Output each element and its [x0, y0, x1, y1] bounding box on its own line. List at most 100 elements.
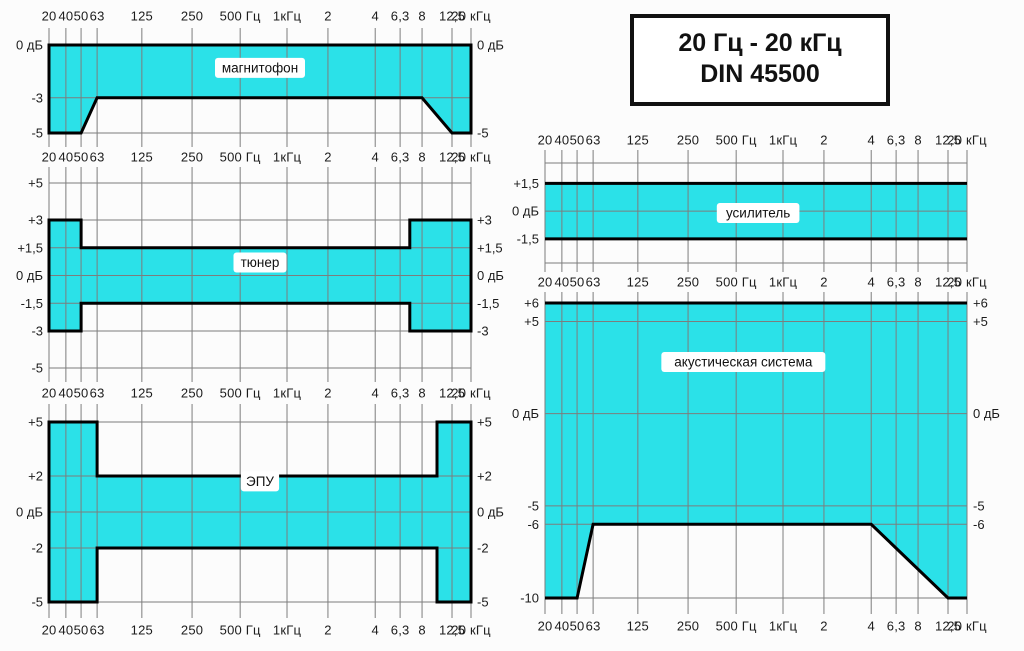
freq-tick-label: 500 Гц [715, 618, 757, 634]
db-tick-label-left: +5 [524, 314, 539, 329]
freq-tick-label: 8 [914, 274, 922, 290]
freq-tick-label: 4 [867, 274, 875, 290]
db-tick-label-left: +5 [28, 415, 43, 430]
freq-tick-label: 500 Гц [715, 132, 757, 148]
freq-axis-row-bottom-right: 20 40 50 63 125 250 500 Гц 1кГц 2 4 6,3 8 12,5 20 кГц [508, 614, 1018, 638]
chart-caption-box [661, 352, 826, 372]
freq-tick-label: 63 [585, 618, 601, 634]
db-tick-label-right: -2 [477, 541, 489, 556]
db-tick-label-left: -5 [31, 361, 43, 376]
db-tick-label-right: -5 [477, 126, 489, 141]
db-tick-label-right: +5 [477, 415, 492, 430]
freq-tick-label: 8 [418, 622, 426, 638]
chart-tape-recorder: 0 дБ -3 -5 0 дБ -5 магнитофон [16, 28, 504, 147]
freq-tick-label: 20 [41, 385, 57, 401]
freq-tick-label: 63 [89, 8, 105, 24]
db-tick-label-right: +3 [477, 213, 492, 228]
db-tick-label-left: -1,5 [21, 296, 43, 311]
freq-tick-label: 250 [180, 385, 204, 401]
freq-tick-label: 20 кГц [451, 8, 491, 24]
db-tick-label-right: +5 [973, 314, 988, 329]
chart-caption: усилитель [726, 206, 790, 221]
freq-tick-label: 2 [820, 132, 828, 148]
tolerance-band-fill [49, 45, 471, 133]
freq-tick-label: 250 [676, 274, 700, 290]
freq-tick-label: 1кГц [272, 8, 302, 24]
freq-tick-label: 40 [58, 622, 74, 638]
tolerance-band-outline [47, 43, 473, 135]
db-tick-label-left: +5 [28, 176, 43, 191]
freq-tick-label: 20 [41, 622, 57, 638]
freq-tick-label: 20 кГц [451, 385, 491, 401]
db-tick-label-left: -6 [527, 517, 539, 532]
title-standard-name: DIN 45500 [700, 60, 820, 88]
freq-tick-label: 8 [914, 618, 922, 634]
freq-axis-row-shared-1: 20 40 50 63 125 250 500 Гц 1кГц 2 4 6,3 8 12,5 20 кГц [3, 147, 513, 167]
freq-tick-label: 50 [73, 8, 89, 24]
freq-tick-label: 2 [820, 618, 828, 634]
freq-tick-label: 2 [820, 274, 828, 290]
db-tick-label-left: -5 [31, 126, 43, 141]
freq-tick-label: 2 [324, 385, 332, 401]
freq-tick-label: 50 [73, 149, 89, 165]
freq-tick-label: 20 кГц [451, 622, 491, 638]
freq-tick-label: 500 Гц [219, 622, 261, 638]
freq-tick-label: 250 [676, 132, 700, 148]
tolerance-band-outline [47, 218, 473, 333]
freq-tick-label: 2 [324, 8, 332, 24]
freq-tick-label: 8 [418, 149, 426, 165]
db-tick-label-left: -1,5 [517, 231, 539, 246]
freq-tick-label: 63 [585, 274, 601, 290]
freq-tick-label: 40 [58, 8, 74, 24]
db-tick-label-right: +6 [973, 296, 988, 311]
freq-tick-label: 1кГц [768, 132, 798, 148]
left-chart-column: 20 40 50 63 125 250 500 Гц 1кГц 2 4 6,3 8 12,5 20 кГц… [3, 4, 513, 642]
freq-tick-label: 125 [626, 274, 649, 290]
tolerance-band-outline [545, 522, 967, 600]
freq-tick-label: 6,3 [390, 149, 410, 165]
freq-tick-label: 125 [130, 149, 153, 165]
freq-tick-label: 2 [324, 622, 332, 638]
db-tick-label-right: -5 [477, 595, 489, 610]
freq-tick-label: 6,3 [390, 8, 410, 24]
freq-tick-label: 40 [554, 132, 570, 148]
chart-caption: тюнер [241, 255, 280, 270]
db-tick-label-left: 0 дБ [16, 38, 43, 53]
freq-tick-label: 125 [130, 622, 153, 638]
chart-amplifier: +1,5 0 дБ -1,5 усилитель [512, 150, 968, 272]
freq-tick-label: 500 Гц [219, 8, 261, 24]
freq-tick-label: 125 [130, 8, 153, 24]
db-tick-label-left: 0 дБ [512, 406, 539, 421]
db-tick-label-left: +1,5 [513, 176, 539, 191]
right-chart-column: 20 Гц - 20 кГц DIN 45500 20 40 50 63 125 250 5… [508, 0, 1024, 638]
freq-tick-label: 12,5 [934, 274, 962, 290]
freq-tick-label: 1кГц [768, 274, 798, 290]
freq-tick-label: 20 [537, 618, 553, 634]
freq-tick-label: 12,5 [934, 618, 962, 634]
chart-caption: магнитофон [222, 60, 298, 75]
freq-tick-label: 500 Гц [219, 385, 261, 401]
freq-tick-label: 250 [676, 618, 700, 634]
freq-axis-row-top-left: 20 40 50 63 125 250 500 Гц 1кГц 2 4 6,3 8 12,5 20 кГц [3, 4, 513, 28]
freq-tick-label: 12,5 [438, 8, 466, 24]
tolerance-band-outline [47, 420, 473, 604]
chart-turntable: +5 +2 0 дБ -2 -5 +5 +2 0 дБ -2 -5 ЭПУ [16, 404, 504, 618]
db-tick-label-left: 0 дБ [16, 268, 43, 283]
freq-axis-row-top-right: 20 40 50 63 125 250 500 Гц 1кГц 2 4 6,3 8 12,5 20 кГц [508, 130, 1018, 150]
db-tick-label-left: +6 [524, 296, 539, 311]
chart-tuner: +5 +3 +1,5 0 дБ -1,5 -3 -5 +3 +1,5 0 дБ -1,5 -3 тюне… [16, 167, 504, 382]
db-tick-label-left: -5 [527, 498, 539, 513]
freq-tick-label: 2 [324, 149, 332, 165]
db-tick-label-right: -6 [973, 517, 985, 532]
freq-tick-label: 8 [418, 8, 426, 24]
freq-tick-label: 6,3 [886, 132, 906, 148]
freq-tick-label: 20 [537, 132, 553, 148]
chart-caption-box [233, 252, 287, 273]
freq-tick-label: 500 Гц [715, 274, 757, 290]
db-tick-label-right: 0 дБ [477, 268, 504, 283]
freq-tick-label: 8 [914, 132, 922, 148]
freq-tick-label: 20 [41, 8, 57, 24]
db-tick-label-right: -3 [477, 324, 489, 339]
db-tick-label-left: -3 [31, 90, 43, 105]
